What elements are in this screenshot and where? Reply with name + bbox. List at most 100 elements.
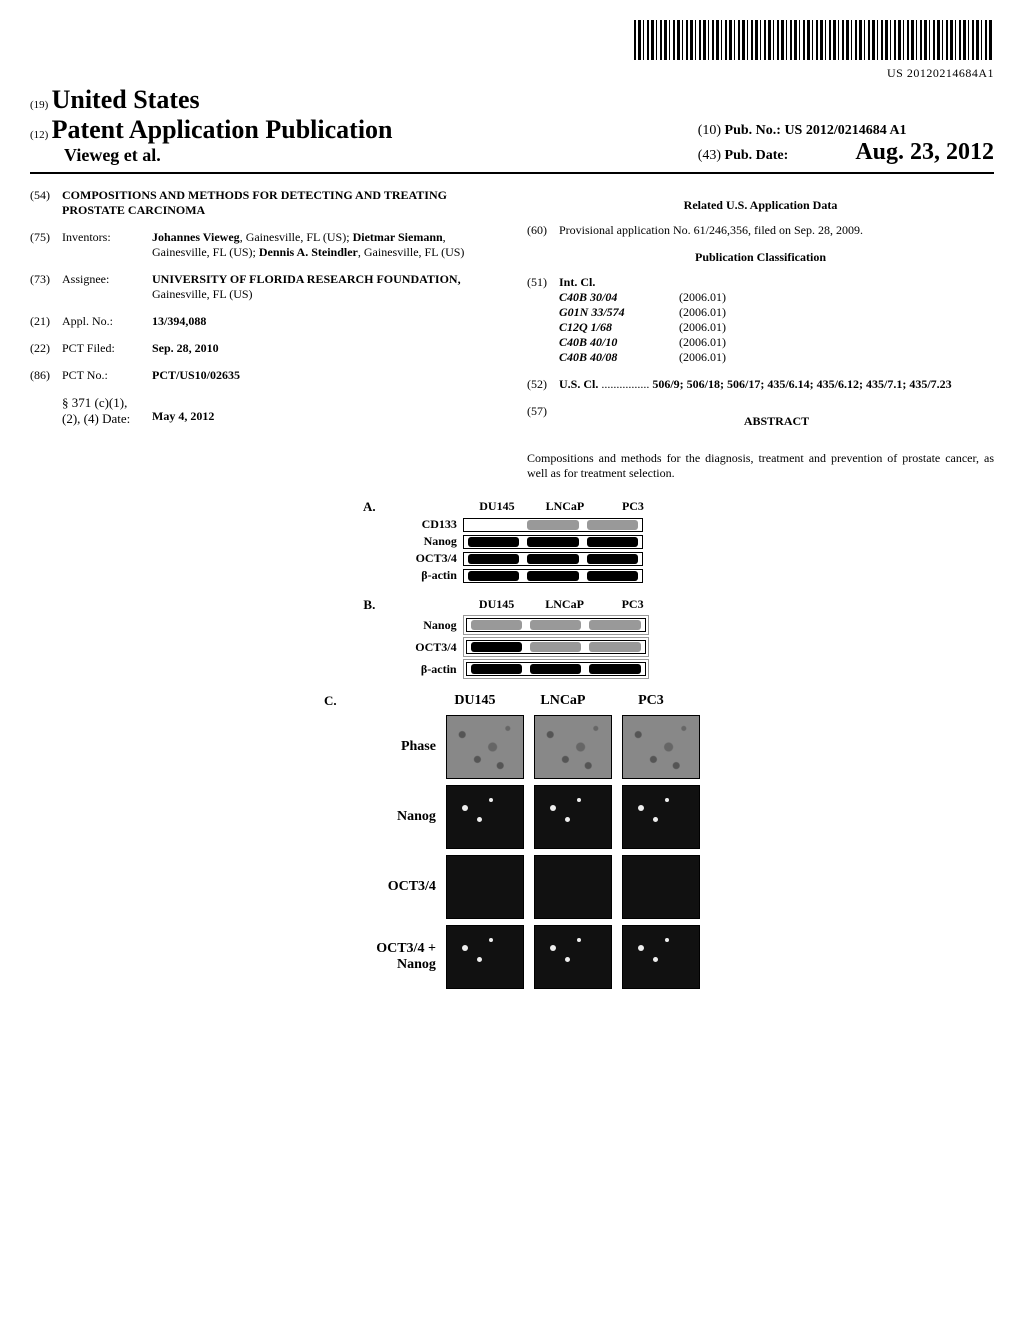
gel-band-wrap xyxy=(463,637,649,657)
title-value: COMPOSITIONS AND METHODS FOR DETECTING A… xyxy=(62,188,497,218)
fluor-dot xyxy=(489,938,493,942)
figure-b-header: DU145 LNCaP PC3 xyxy=(397,597,661,612)
micrograph-cell xyxy=(446,855,524,919)
pubno-value: US 2012/0214684 A1 xyxy=(784,123,906,138)
gel-band xyxy=(589,664,640,674)
ipc-year: (2006.01) xyxy=(679,350,726,365)
inventors-section: (75) Inventors: Johannes Vieweg , Gainesv… xyxy=(30,230,497,260)
gel-band-container xyxy=(463,569,643,583)
fluor-dot xyxy=(577,938,581,942)
gel-band-wrap xyxy=(463,552,643,566)
gel-band-container xyxy=(466,662,646,676)
gel-band-wrap xyxy=(463,569,643,583)
panel-col-label: DU145 xyxy=(436,693,514,709)
applno-label: Appl. No.: xyxy=(62,314,152,329)
left-column: (54) COMPOSITIONS AND METHODS FOR DETECT… xyxy=(30,188,497,481)
gel-band-container xyxy=(463,518,643,532)
gel-row: CD133 xyxy=(397,517,661,532)
panel-col-label: PC3 xyxy=(612,693,690,709)
applno-section: (21) Appl. No.: 13/394,088 xyxy=(30,314,497,329)
panel-row: OCT3/4 xyxy=(358,855,700,919)
fluor-dot xyxy=(565,957,570,962)
gel-row: OCT3/4 xyxy=(397,551,661,566)
gel-row: OCT3/4 xyxy=(397,637,661,657)
abstract-header: (57) ABSTRACT xyxy=(527,404,994,439)
gel-row-label: Nanog xyxy=(397,534,457,549)
gel-band-container xyxy=(463,552,643,566)
ipc-row: C40B 30/04(2006.01) xyxy=(559,290,994,305)
gel-band-wrap xyxy=(463,615,649,635)
micrograph-cell xyxy=(622,855,700,919)
fluor-dot xyxy=(638,945,644,951)
ipc-year: (2006.01) xyxy=(679,320,726,335)
intcl-label: Int. Cl. xyxy=(559,275,994,290)
pctfiled-inid: (22) xyxy=(30,341,62,356)
assignee-label: Assignee: xyxy=(62,272,152,302)
uscl-dots: ................ xyxy=(601,377,652,391)
figure-b-table: DU145 LNCaP PC3 Nanog OCT3/4 β-actin xyxy=(397,597,661,681)
figure-b-letter: B. xyxy=(363,597,375,613)
gel-band-container xyxy=(466,640,646,654)
micrograph-cell xyxy=(446,925,524,989)
fluor-dot xyxy=(462,805,468,811)
gel-row-label: Nanog xyxy=(397,618,457,633)
gel-band xyxy=(530,620,581,630)
gel-band xyxy=(471,642,522,652)
gel-band xyxy=(530,642,581,652)
fluor-dot xyxy=(489,798,493,802)
gel-band xyxy=(468,554,519,564)
pubdate-inid: (43) xyxy=(698,148,721,163)
panel-row-label: OCT3/4 xyxy=(358,879,436,895)
panel-row-label: OCT3/4 + Nanog xyxy=(358,941,436,973)
gel-band xyxy=(589,642,640,652)
gel-band xyxy=(468,537,519,547)
s371-section: § 371 (c)(1), (2), (4) Date: May 4, 2012 xyxy=(62,395,497,427)
pubdate-label: Pub. Date: xyxy=(725,148,789,163)
gel-col-label: LNCaP xyxy=(537,499,593,514)
fluor-dot xyxy=(638,805,644,811)
inventor-name: Johannes Vieweg xyxy=(152,230,240,244)
gel-band xyxy=(468,571,519,581)
gel-row: Nanog xyxy=(397,615,661,635)
figure-c-header: DU145 LNCaP PC3 xyxy=(436,693,700,709)
gel-band xyxy=(589,620,640,630)
gel-band xyxy=(587,571,638,581)
inventor-name: Dennis A. Steindler xyxy=(259,245,358,259)
pubinfo-block: (10) Pub. No.: US 2012/0214684 A1 (43) P… xyxy=(698,123,994,166)
pubno-label: Pub. No.: xyxy=(725,123,781,138)
pctfiled-section: (22) PCT Filed: Sep. 28, 2010 xyxy=(30,341,497,356)
gel-band-wrap xyxy=(463,659,649,679)
abstract-inid: (57) xyxy=(527,404,559,439)
related-heading: Related U.S. Application Data xyxy=(527,198,994,213)
inventors-label: Inventors: xyxy=(62,230,152,260)
gel-col-label: DU145 xyxy=(469,597,525,612)
gel-band xyxy=(471,664,522,674)
ipc-code: C40B 40/08 xyxy=(559,350,679,365)
assignee-value: UNIVERSITY OF FLORIDA RESEARCH FOUNDATIO… xyxy=(152,272,497,302)
gel-band-wrap xyxy=(463,518,643,532)
pubno-line: (10) Pub. No.: US 2012/0214684 A1 xyxy=(698,123,994,139)
right-column: Related U.S. Application Data (60) Provi… xyxy=(527,188,994,481)
intcl-section: (51) Int. Cl. C40B 30/04(2006.01) G01N 3… xyxy=(527,275,994,365)
inventor-loc: , Gainesville, FL (US) xyxy=(358,245,465,259)
provisional-text: Provisional application No. 61/246,356, … xyxy=(559,223,994,238)
gel-row-label: β-actin xyxy=(397,662,457,677)
doctype-inid: (12) xyxy=(30,129,48,141)
gel-row-label: CD133 xyxy=(397,517,457,532)
ipc-row: G01N 33/574(2006.01) xyxy=(559,305,994,320)
micrograph-cell xyxy=(534,925,612,989)
fluor-dot xyxy=(665,938,669,942)
panel-row: Phase xyxy=(358,715,700,779)
pctno-inid: (86) xyxy=(30,368,62,383)
figure-a-letter: A. xyxy=(363,499,376,515)
gel-band xyxy=(527,520,578,530)
title-section: (54) COMPOSITIONS AND METHODS FOR DETECT… xyxy=(30,188,497,218)
gel-row: β-actin xyxy=(397,568,661,583)
authority-line: (19) United States xyxy=(30,85,994,115)
s371-value: May 4, 2012 xyxy=(152,395,497,427)
pctfiled-value: Sep. 28, 2010 xyxy=(152,341,497,356)
intcl-body: Int. Cl. C40B 30/04(2006.01) G01N 33/574… xyxy=(559,275,994,365)
classification-heading: Publication Classification xyxy=(527,250,994,265)
gel-band-container xyxy=(466,618,646,632)
inventors-inid: (75) xyxy=(30,230,62,260)
